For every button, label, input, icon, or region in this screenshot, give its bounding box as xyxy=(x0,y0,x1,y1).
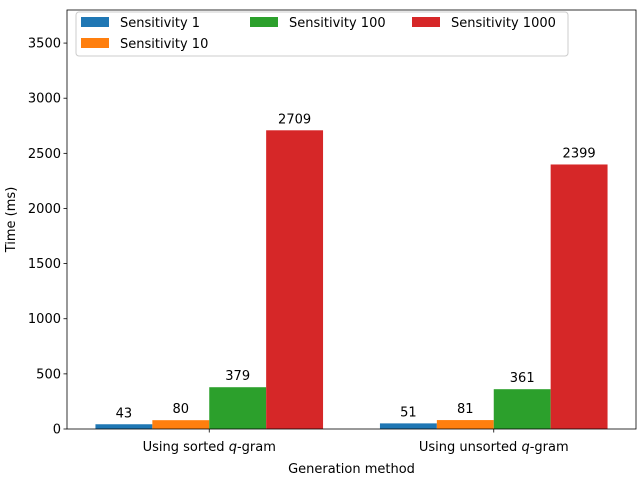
legend-swatch xyxy=(81,38,109,48)
y-tick-label: 1500 xyxy=(28,257,61,272)
bar xyxy=(493,389,551,429)
x-axis-label: Generation method xyxy=(288,462,415,477)
y-tick-label: 1000 xyxy=(28,312,61,327)
legend-swatch xyxy=(412,17,440,27)
bar xyxy=(436,420,494,429)
data-label: 379 xyxy=(225,369,250,384)
data-label: 361 xyxy=(510,371,535,386)
y-tick-label: 3500 xyxy=(28,37,61,52)
data-labels-group: 43 51 80 81 379 361 2709 2399 xyxy=(116,112,596,421)
legend-frame xyxy=(75,11,569,57)
bars-group xyxy=(95,130,608,429)
bar xyxy=(550,164,608,429)
bar xyxy=(95,424,153,429)
legend-label: Sensitivity 10 xyxy=(120,37,208,52)
x-axis: Using sorted q-gram Using unsorted q-gram xyxy=(143,429,569,455)
bar xyxy=(209,387,267,429)
bar xyxy=(266,130,324,429)
x-tick-label: Using sorted q-gram xyxy=(143,440,276,455)
legend-label: Sensitivity 100 xyxy=(289,16,386,31)
y-tick-label: 500 xyxy=(36,367,61,382)
plot-frame xyxy=(66,9,637,430)
data-label: 81 xyxy=(457,402,474,417)
data-label: 2709 xyxy=(278,112,311,127)
bar xyxy=(379,423,437,429)
data-label: 51 xyxy=(400,405,417,420)
data-label: 2399 xyxy=(563,146,596,161)
y-tick-label: 2000 xyxy=(28,202,61,217)
data-label: 43 xyxy=(116,406,133,421)
x-tick-label: Using unsorted q-gram xyxy=(419,440,569,455)
legend-swatch xyxy=(250,17,278,27)
legend-swatch xyxy=(81,17,109,27)
legend-label: Sensitivity 1000 xyxy=(451,16,556,31)
bar xyxy=(152,420,210,429)
legend-label: Sensitivity 1 xyxy=(120,16,200,31)
data-label: 80 xyxy=(173,402,190,417)
y-axis: 0 500 1000 1500 2000 2500 3000 3500 xyxy=(28,37,67,438)
y-axis-label: Time (ms) xyxy=(4,187,19,254)
y-tick-label: 2500 xyxy=(28,147,61,162)
y-tick-label: 0 xyxy=(53,423,61,438)
legend: Sensitivity 1 Sensitivity 10 Sensitivity 1… xyxy=(75,11,569,57)
y-tick-label: 3000 xyxy=(28,92,61,107)
